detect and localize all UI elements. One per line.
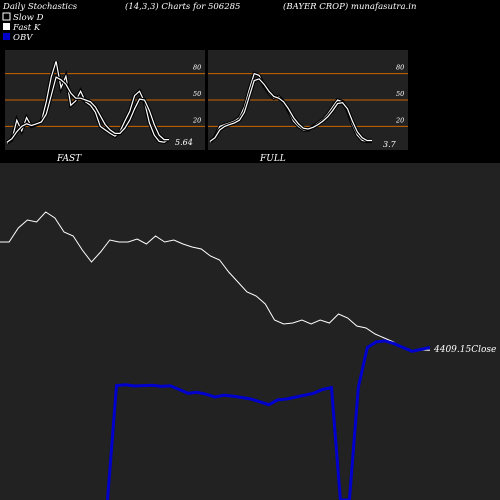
close-suffix: Close — [471, 345, 496, 355]
fast-panel-label: FAST — [56, 154, 82, 164]
full-panel-label: FULL — [259, 154, 286, 164]
fast-tick-label-20: 20 — [192, 116, 201, 124]
full-tick-label-80: 80 — [396, 64, 404, 72]
legend-swatch-slow-d — [2, 12, 11, 21]
legend-label-obv: OBV — [13, 33, 33, 43]
full-stochastic-layer: 80 50 20 — [208, 64, 408, 144]
legend-swatch-fast-k — [3, 23, 10, 30]
full-tick-label-20: 20 — [395, 116, 404, 124]
full-tick-label-50: 50 — [396, 90, 404, 98]
legend-label-fast-k: Fast K — [12, 23, 41, 33]
fast-last-value: 5.64 — [175, 138, 193, 147]
legend-label-slow-d: Slow D — [13, 13, 44, 23]
full-last-value: 3.7 — [383, 140, 397, 149]
price-obv-panel — [0, 163, 500, 500]
fast-tick-label-50: 50 — [193, 90, 201, 98]
fast-series-slow-d — [6, 76, 169, 143]
close-last-value: 4409.15 — [433, 345, 471, 355]
close-price-line — [0, 211, 431, 353]
full-series-slow-d — [209, 78, 372, 142]
fast-stochastic-layer: 80 50 20 — [5, 60, 205, 145]
obv-line-segment-0 — [106, 339, 431, 500]
price-obv-layer — [0, 211, 431, 500]
chart-title-left: Daily Stochastics — [2, 2, 78, 12]
chart-title-right: (BAYER CROP) munafasutra.in — [283, 1, 416, 12]
fast-tick-label-80: 80 — [193, 64, 201, 72]
chart-title-mid: (14,3,3) Charts for 506285 — [125, 1, 240, 12]
legend-swatch-obv — [3, 33, 10, 40]
close-label-group: 4409.15Close — [433, 345, 496, 355]
